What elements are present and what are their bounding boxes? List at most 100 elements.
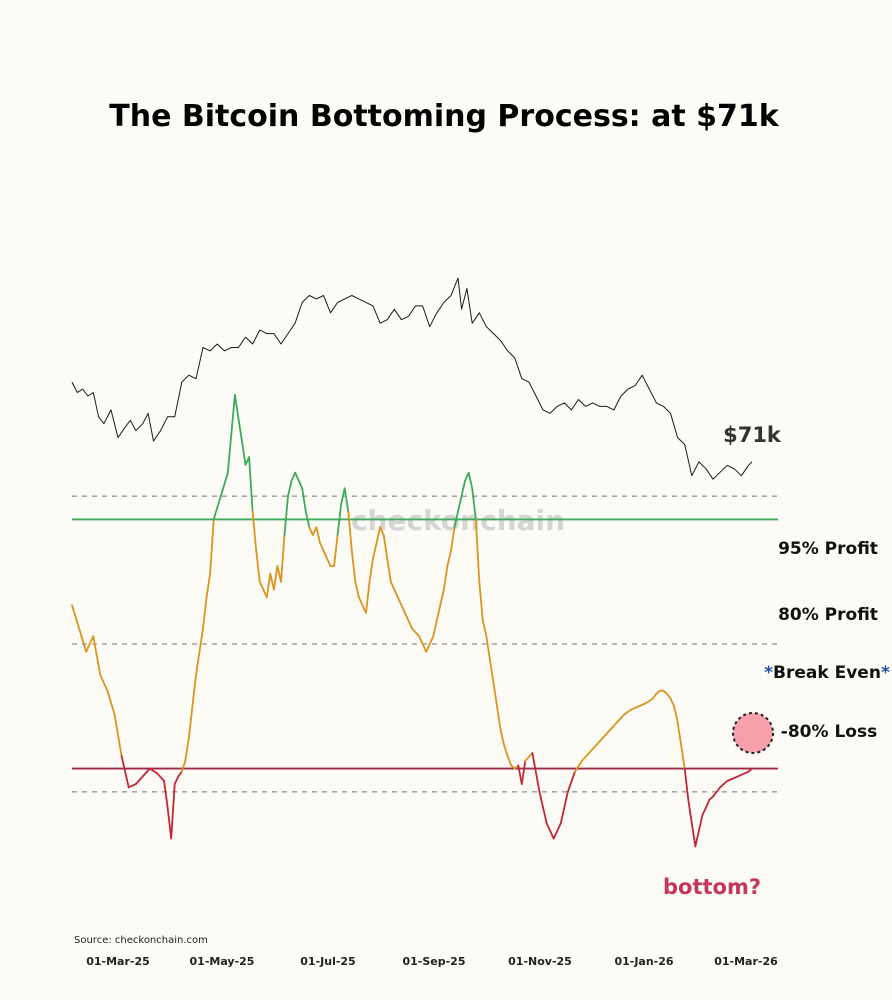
oscillator-segment: [297, 479, 304, 490]
x-tick-label: 01-May-25: [190, 955, 255, 968]
oscillator-segment: [343, 487, 350, 513]
oscillator-segment: [467, 471, 474, 490]
oscillator-segment: [747, 767, 753, 773]
oscillator-segment: [651, 692, 658, 700]
oscillator-segment: [177, 770, 183, 778]
oscillator-segment: [559, 791, 569, 824]
oscillator-segment: [336, 502, 343, 536]
oscillator-segment: [471, 487, 477, 521]
chart-title: The Bitcoin Bottoming Process: at $71k: [109, 99, 779, 134]
oscillator-segment: [506, 755, 513, 767]
x-tick-label: 01-Mar-25: [86, 955, 150, 968]
oscillator-segment: [202, 596, 208, 630]
oscillator-segment: [623, 708, 633, 715]
reference-levels: [72, 495, 778, 793]
oscillator-segment: [379, 526, 385, 536]
oscillator-segment: [78, 627, 88, 653]
oscillator-segment: [187, 705, 194, 739]
oscillator-segment: [503, 744, 509, 757]
price-line: [71, 277, 753, 480]
oscillator-segment: [386, 557, 392, 583]
oscillator-segment: [99, 674, 109, 692]
oscillator-segment: [425, 635, 435, 653]
oscillator-segment: [595, 736, 605, 747]
oscillator-segment: [538, 791, 548, 824]
oscillator-segment: [496, 705, 502, 731]
oscillator-segment: [148, 767, 158, 775]
oscillator-segment: [269, 573, 275, 591]
level-label-80-profit: 80% Profit: [778, 605, 878, 625]
oscillator-segment: [517, 764, 523, 785]
oscillator-segment: [630, 705, 640, 711]
oscillator-segment: [492, 682, 498, 708]
oscillator-segment: [715, 786, 721, 793]
oscillator-segment: [581, 752, 590, 762]
oscillator-segment: [457, 495, 463, 513]
oscillator-segment: [531, 752, 541, 793]
oscillator-segment: [184, 736, 190, 762]
oscillator-segment: [368, 557, 374, 583]
oscillator-segment: [478, 580, 484, 622]
oscillator-segment: [673, 705, 679, 723]
oscillator-segment: [209, 518, 215, 575]
oscillator-segment: [195, 650, 201, 676]
bottom-annotation: bottom?: [663, 875, 761, 899]
oscillator-segment: [134, 775, 144, 785]
oscillator-segment: [120, 755, 130, 789]
oscillator-segment: [212, 495, 222, 521]
oscillator-segment: [226, 393, 236, 474]
oscillator-segment: [322, 549, 328, 560]
oscillator-segment: [488, 658, 495, 684]
oscillator-segment: [333, 534, 339, 567]
oscillator-segment: [241, 440, 247, 466]
level-label-95-profit: 95% Profit: [778, 539, 878, 559]
oscillator-segment: [166, 806, 173, 840]
oscillator-segment: [301, 487, 307, 513]
oscillator-segment: [198, 627, 204, 653]
oscillator-segment: [446, 549, 452, 567]
oscillator-segment: [435, 604, 442, 622]
oscillator-segment: [680, 744, 686, 770]
oscillator-segment: [180, 759, 187, 773]
oscillator-segment: [219, 471, 229, 498]
oscillator-segment: [683, 767, 690, 801]
oscillator-segment: [173, 775, 180, 785]
oscillator-segment: [113, 713, 123, 757]
oscillator-segment: [318, 541, 325, 552]
level-label-break-even: Break Even: [773, 663, 881, 683]
oscillator-segment: [280, 534, 286, 583]
oscillator-segment: [304, 510, 311, 529]
oscillator-segment: [705, 798, 711, 809]
oscillator-segment: [290, 471, 297, 482]
oscillator-segment: [375, 526, 382, 544]
oscillator-segment: [372, 541, 378, 560]
oscillator-segment: [258, 580, 265, 591]
oscillator-segment: [485, 635, 491, 661]
oscillator-segment: [347, 510, 353, 552]
oscillator-segment: [205, 573, 212, 599]
oscillator-segment: [294, 471, 300, 482]
oscillator-segment: [701, 806, 707, 817]
oscillator-segment: [315, 526, 321, 544]
oscillator-segment: [520, 759, 527, 785]
oscillator-segment: [92, 635, 102, 676]
oscillator-segment: [170, 783, 176, 840]
oscillator-segment: [698, 814, 704, 832]
oscillator-segment: [340, 487, 346, 505]
oscillator-segment: [439, 588, 445, 606]
oscillator-segment: [357, 596, 364, 606]
oscillator-segment: [669, 697, 675, 708]
oscillator-segment: [432, 619, 438, 638]
oscillator-segment: [191, 674, 197, 708]
level-label-break-even-group: *Break Even*: [764, 663, 890, 683]
oscillator-segment: [687, 798, 693, 824]
x-tick-label: 01-Jan-26: [614, 955, 673, 968]
source-text: Source: checkonchain.com: [74, 935, 208, 946]
oscillator-segment: [552, 822, 562, 840]
oscillator-segment: [524, 752, 534, 762]
oscillator-segment: [616, 713, 626, 723]
oscillator-segment: [127, 783, 137, 789]
current-reading-highlight: [732, 712, 774, 754]
